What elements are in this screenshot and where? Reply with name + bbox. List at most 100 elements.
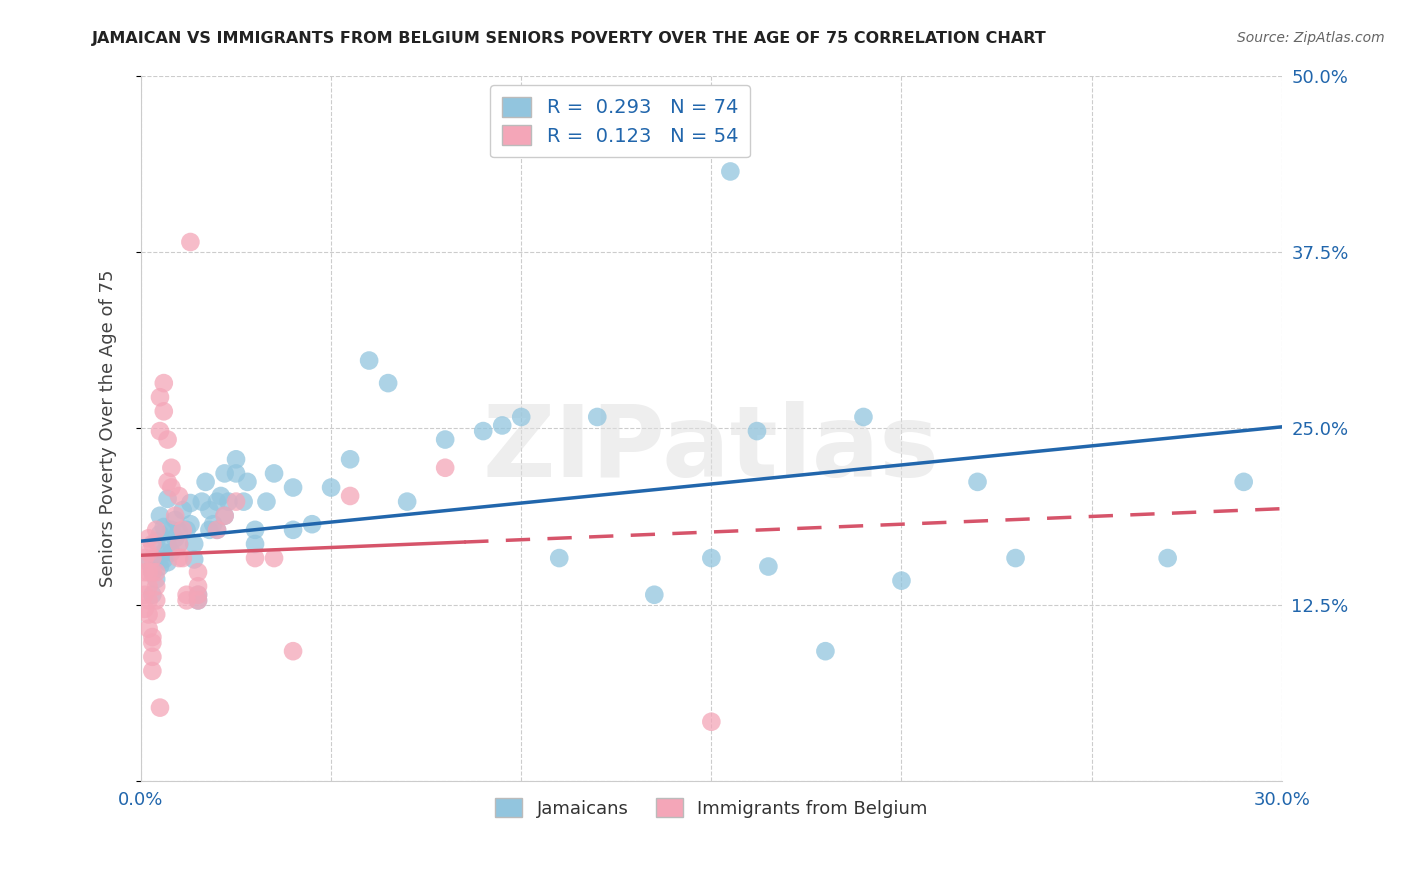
Point <box>145 551 167 566</box>
Point <box>160 481 183 495</box>
Point <box>700 551 723 566</box>
Point <box>145 523 167 537</box>
Point <box>152 376 174 390</box>
Point <box>263 467 285 481</box>
Point <box>141 630 163 644</box>
Point <box>152 520 174 534</box>
Point <box>377 376 399 390</box>
Point <box>134 565 156 579</box>
Point <box>187 565 209 579</box>
Point <box>156 491 179 506</box>
Point <box>165 531 187 545</box>
Point <box>165 513 187 527</box>
Point <box>1004 551 1026 566</box>
Point <box>472 424 495 438</box>
Point <box>243 537 266 551</box>
Point <box>145 534 167 549</box>
Point <box>145 572 167 586</box>
Point <box>205 523 228 537</box>
Point <box>145 593 167 607</box>
Point <box>281 644 304 658</box>
Point <box>198 503 221 517</box>
Point <box>745 424 768 438</box>
Point <box>156 475 179 489</box>
Point <box>167 537 190 551</box>
Point <box>214 508 236 523</box>
Point <box>172 523 194 537</box>
Text: JAMAICAN VS IMMIGRANTS FROM BELGIUM SENIORS POVERTY OVER THE AGE OF 75 CORRELATI: JAMAICAN VS IMMIGRANTS FROM BELGIUM SENI… <box>91 31 1046 46</box>
Point <box>156 555 179 569</box>
Point <box>179 235 201 249</box>
Point <box>149 390 172 404</box>
Point <box>643 588 665 602</box>
Point <box>152 545 174 559</box>
Point <box>187 588 209 602</box>
Point <box>149 527 172 541</box>
Text: Source: ZipAtlas.com: Source: ZipAtlas.com <box>1237 31 1385 45</box>
Point <box>187 579 209 593</box>
Point <box>214 467 236 481</box>
Point <box>176 588 198 602</box>
Point <box>138 579 160 593</box>
Point <box>141 636 163 650</box>
Point <box>434 433 457 447</box>
Point <box>852 409 875 424</box>
Point <box>141 664 163 678</box>
Point <box>152 404 174 418</box>
Point <box>167 489 190 503</box>
Point <box>256 494 278 508</box>
Point <box>141 537 163 551</box>
Point <box>145 565 167 579</box>
Point <box>359 353 381 368</box>
Point <box>966 475 988 489</box>
Point <box>301 517 323 532</box>
Point <box>141 565 163 579</box>
Point <box>434 460 457 475</box>
Point <box>890 574 912 588</box>
Point <box>134 588 156 602</box>
Point <box>243 523 266 537</box>
Point <box>152 552 174 566</box>
Point <box>187 593 209 607</box>
Point <box>217 494 239 508</box>
Point <box>225 494 247 508</box>
Point <box>209 489 232 503</box>
Point <box>491 418 513 433</box>
Point <box>160 460 183 475</box>
Y-axis label: Seniors Poverty Over the Age of 75: Seniors Poverty Over the Age of 75 <box>100 269 117 587</box>
Point <box>187 588 209 602</box>
Point <box>141 565 163 579</box>
Point <box>814 644 837 658</box>
Point <box>138 607 160 622</box>
Point <box>187 593 209 607</box>
Point <box>225 467 247 481</box>
Point <box>718 164 741 178</box>
Point <box>236 475 259 489</box>
Point <box>586 409 609 424</box>
Point <box>225 452 247 467</box>
Point <box>1156 551 1178 566</box>
Point <box>281 481 304 495</box>
Point <box>160 545 183 559</box>
Point <box>194 475 217 489</box>
Point <box>172 551 194 566</box>
Point <box>191 494 214 508</box>
Point <box>141 588 163 602</box>
Point <box>179 496 201 510</box>
Point <box>141 649 163 664</box>
Point <box>1233 475 1256 489</box>
Point <box>149 700 172 714</box>
Point <box>396 494 419 508</box>
Point <box>319 481 342 495</box>
Point <box>281 523 304 537</box>
Point <box>339 489 361 503</box>
Point <box>176 523 198 537</box>
Point <box>214 508 236 523</box>
Point <box>172 503 194 517</box>
Point <box>138 555 160 569</box>
Point <box>548 551 571 566</box>
Point <box>149 424 172 438</box>
Point <box>202 517 225 532</box>
Point <box>167 537 190 551</box>
Text: ZIPatlas: ZIPatlas <box>482 401 939 498</box>
